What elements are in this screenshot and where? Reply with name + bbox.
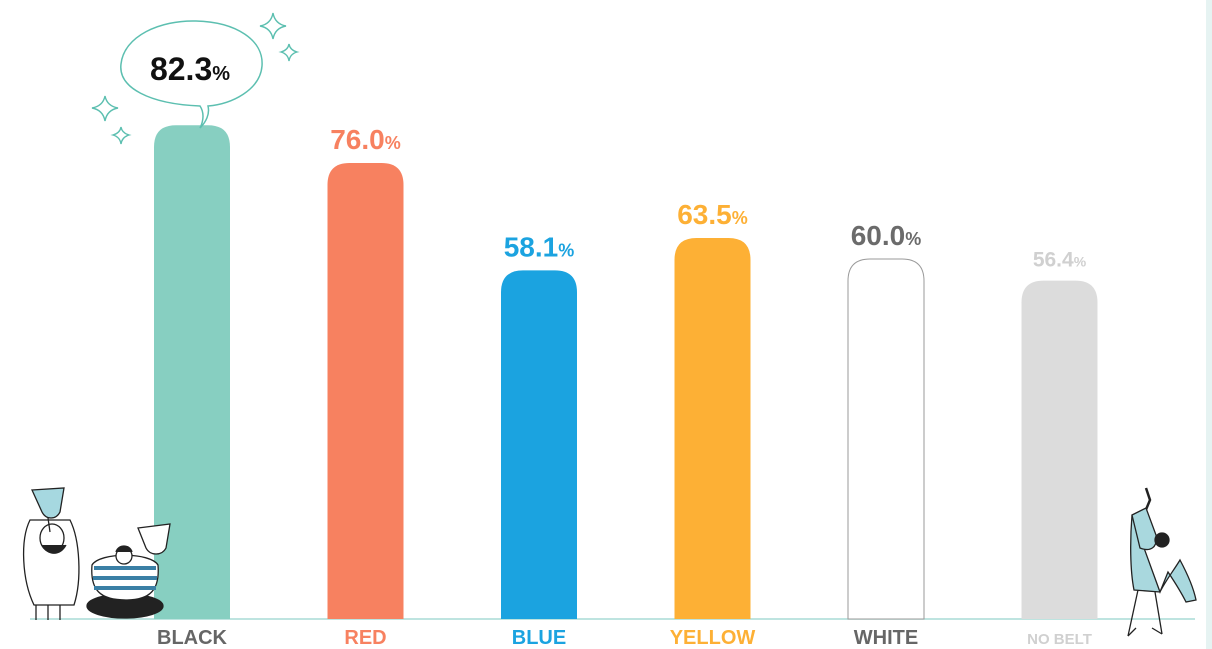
pointing-person-illustration [1127, 487, 1197, 637]
value-number: 76.0 [330, 124, 385, 155]
right-edge-strip [1206, 0, 1212, 649]
value-label-red: 76.0% [330, 124, 401, 155]
value-label-yellow: 63.5% [677, 199, 748, 230]
value-number: 60.0 [851, 220, 906, 251]
value-unit: % [385, 133, 401, 153]
value-unit: % [905, 229, 921, 249]
value-number: 82.3 [150, 51, 212, 87]
category-label-no-belt: NO BELT [1027, 631, 1092, 648]
speech-bubble-icon [120, 20, 263, 129]
trophy-people-illustration [22, 487, 171, 620]
sparkle-icon [91, 12, 300, 145]
value-number: 56.4 [1033, 249, 1074, 272]
value-number: 63.5 [677, 199, 732, 230]
category-labels-group: BLACK RED BLUE YELLOW WHITE NO BELT [157, 627, 1092, 649]
bar-black [154, 125, 230, 619]
value-unit: % [732, 208, 748, 228]
category-label-black: BLACK [157, 627, 228, 649]
value-unit: % [212, 63, 230, 85]
value-label-blue: 58.1% [504, 231, 575, 262]
bar-yellow [674, 238, 751, 619]
category-label-white: WHITE [854, 627, 918, 649]
value-unit: % [558, 240, 574, 260]
bar-white [847, 258, 925, 620]
bars-group [154, 125, 1098, 620]
category-label-yellow: YELLOW [670, 627, 756, 649]
bar-blue [501, 270, 577, 619]
value-labels-group: 82.3%76.0%58.1%63.5%60.0%56.4% [150, 51, 1087, 272]
value-unit: % [1074, 254, 1087, 270]
bar-no-belt [1021, 280, 1098, 619]
value-label-no-belt: 56.4% [1033, 249, 1087, 272]
bar-red [327, 163, 404, 619]
value-number: 58.1 [504, 231, 559, 262]
value-label-white: 60.0% [851, 220, 922, 251]
category-label-red: RED [344, 627, 386, 649]
category-label-blue: BLUE [512, 627, 566, 649]
value-label-black: 82.3% [150, 51, 230, 87]
